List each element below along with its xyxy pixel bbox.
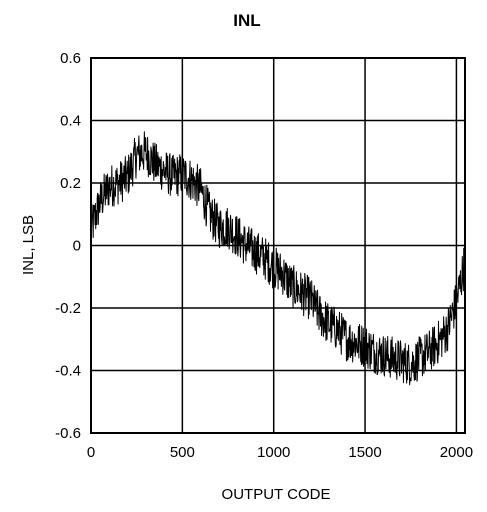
y-tick-label: -0.4 [55, 363, 81, 380]
y-tick-label: 0 [73, 238, 81, 255]
grid-lines [90, 57, 465, 434]
x-tick-label: 500 [170, 444, 195, 461]
y-tick-label: -0.2 [55, 300, 81, 317]
inl-series-line [90, 131, 466, 386]
y-tick-label: 0.6 [60, 50, 81, 67]
y-tick-label: 0.2 [60, 175, 81, 192]
x-axis-label: OUTPUT CODE [222, 486, 331, 503]
x-tick-label: 2000 [440, 444, 473, 461]
chart-title: INL [233, 11, 260, 30]
x-tick-labels: 0 500 1000 1500 2000 [87, 444, 473, 461]
y-tick-label: 0.4 [60, 113, 81, 130]
data-layer [90, 131, 466, 386]
x-tick-label: 1000 [257, 444, 290, 461]
y-tick-label: -0.6 [55, 425, 81, 442]
y-axis-label: INL, LSB [20, 215, 37, 275]
x-tick-label: 1500 [348, 444, 381, 461]
y-tick-labels: 0.6 0.4 0.2 0 -0.2 -0.4 -0.6 [55, 50, 81, 442]
x-tick-label: 0 [87, 444, 95, 461]
plot-frame [90, 57, 466, 434]
